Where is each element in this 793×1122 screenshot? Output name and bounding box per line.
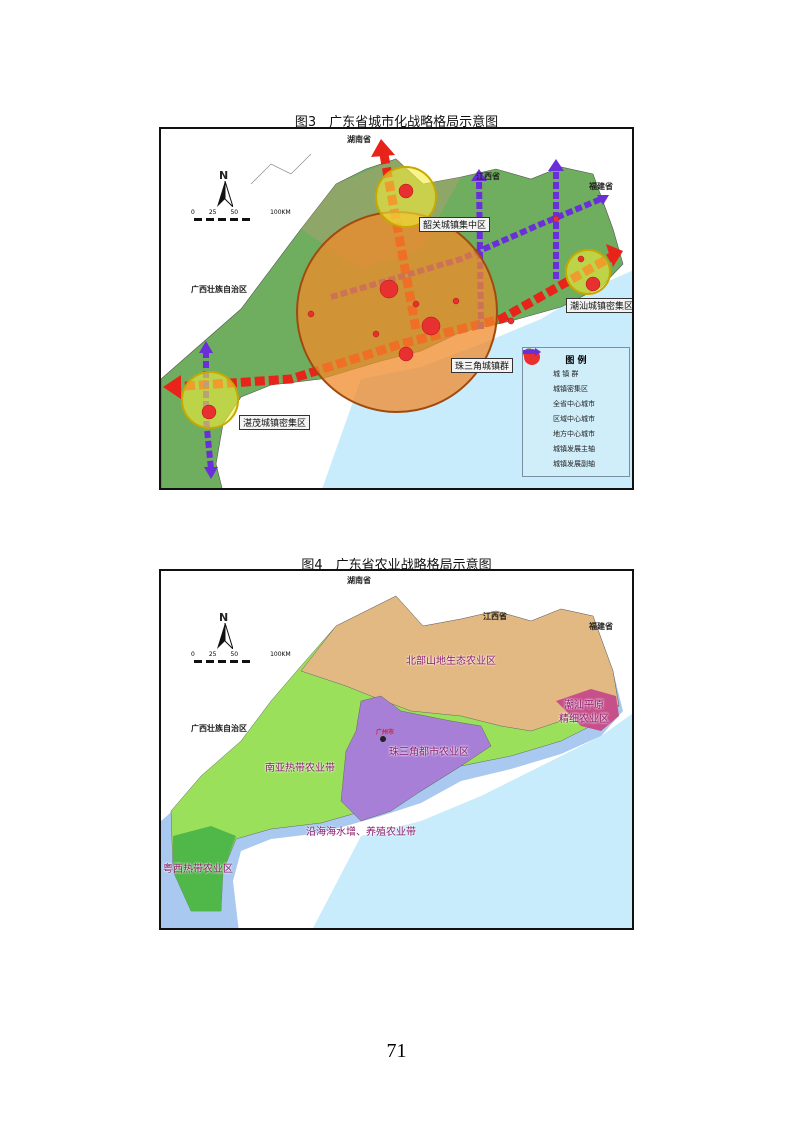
north-arrow-icon (217, 623, 233, 649)
page-number: 71 (386, 1040, 407, 1062)
label-zhanmao: 湛茂城镇密集区 (239, 415, 311, 430)
map-graphic (161, 595, 632, 928)
label-fujian: 福建省 (589, 622, 613, 631)
label-guangxi: 广西壮族自治区 (191, 724, 247, 733)
scale-bar: 0 25 50 100KM (191, 209, 291, 216)
zone-chaoshan: 潮汕平原 精细农业区 (559, 700, 609, 725)
zone-north: 北部山地生态农业区 (406, 656, 496, 667)
zone-subtropical: 南亚热带农业带 (265, 763, 335, 774)
zone-coastal: 沿海海水增、养殖农业带 (306, 827, 416, 838)
compass-n: N (219, 169, 229, 182)
prd-cluster (296, 211, 498, 413)
zone-prd: 珠三角都市农业区 (389, 747, 469, 758)
figure3-title: 图3 广东省城市化战略格局示意图 (294, 115, 499, 130)
label-fujian: 福建省 (589, 182, 613, 191)
map-graphic (161, 139, 632, 488)
label-guangxi: 广西壮族自治区 (191, 285, 247, 294)
label-shaoguan: 韶关城镇集中区 (419, 217, 491, 232)
scale-bar: 0 25 50 100KM (191, 651, 291, 658)
urbanization-map: 湖南省 江西省 福建省 广西壮族自治区 N 0 25 50 100KM 韶关城镇集中区… (159, 127, 634, 490)
label-hunan: 湖南省 (347, 576, 371, 585)
label-jiangxi: 江西省 (483, 612, 507, 621)
label-guangzhou: 广州市 (376, 729, 395, 736)
north-arrow-icon (217, 181, 233, 207)
agriculture-map: 湖南省 江西省 福建省 广西壮族自治区 广州市 N 0 25 50 100KM 北部山… (159, 569, 634, 930)
label-chaoshan: 潮汕城镇密集区 (566, 298, 632, 313)
label-hunan: 湖南省 (347, 135, 371, 144)
map-legend: 图 例 城 镇 群 城镇密集区 全省中心城市 区域中心城市 地方中心城市 城镇发… (522, 347, 630, 477)
compass-n: N (219, 611, 229, 624)
zone-west: 粤西热带农业区 (163, 864, 233, 875)
label-jiangxi: 江西省 (476, 172, 500, 181)
label-prd: 珠三角城镇群 (451, 358, 514, 373)
